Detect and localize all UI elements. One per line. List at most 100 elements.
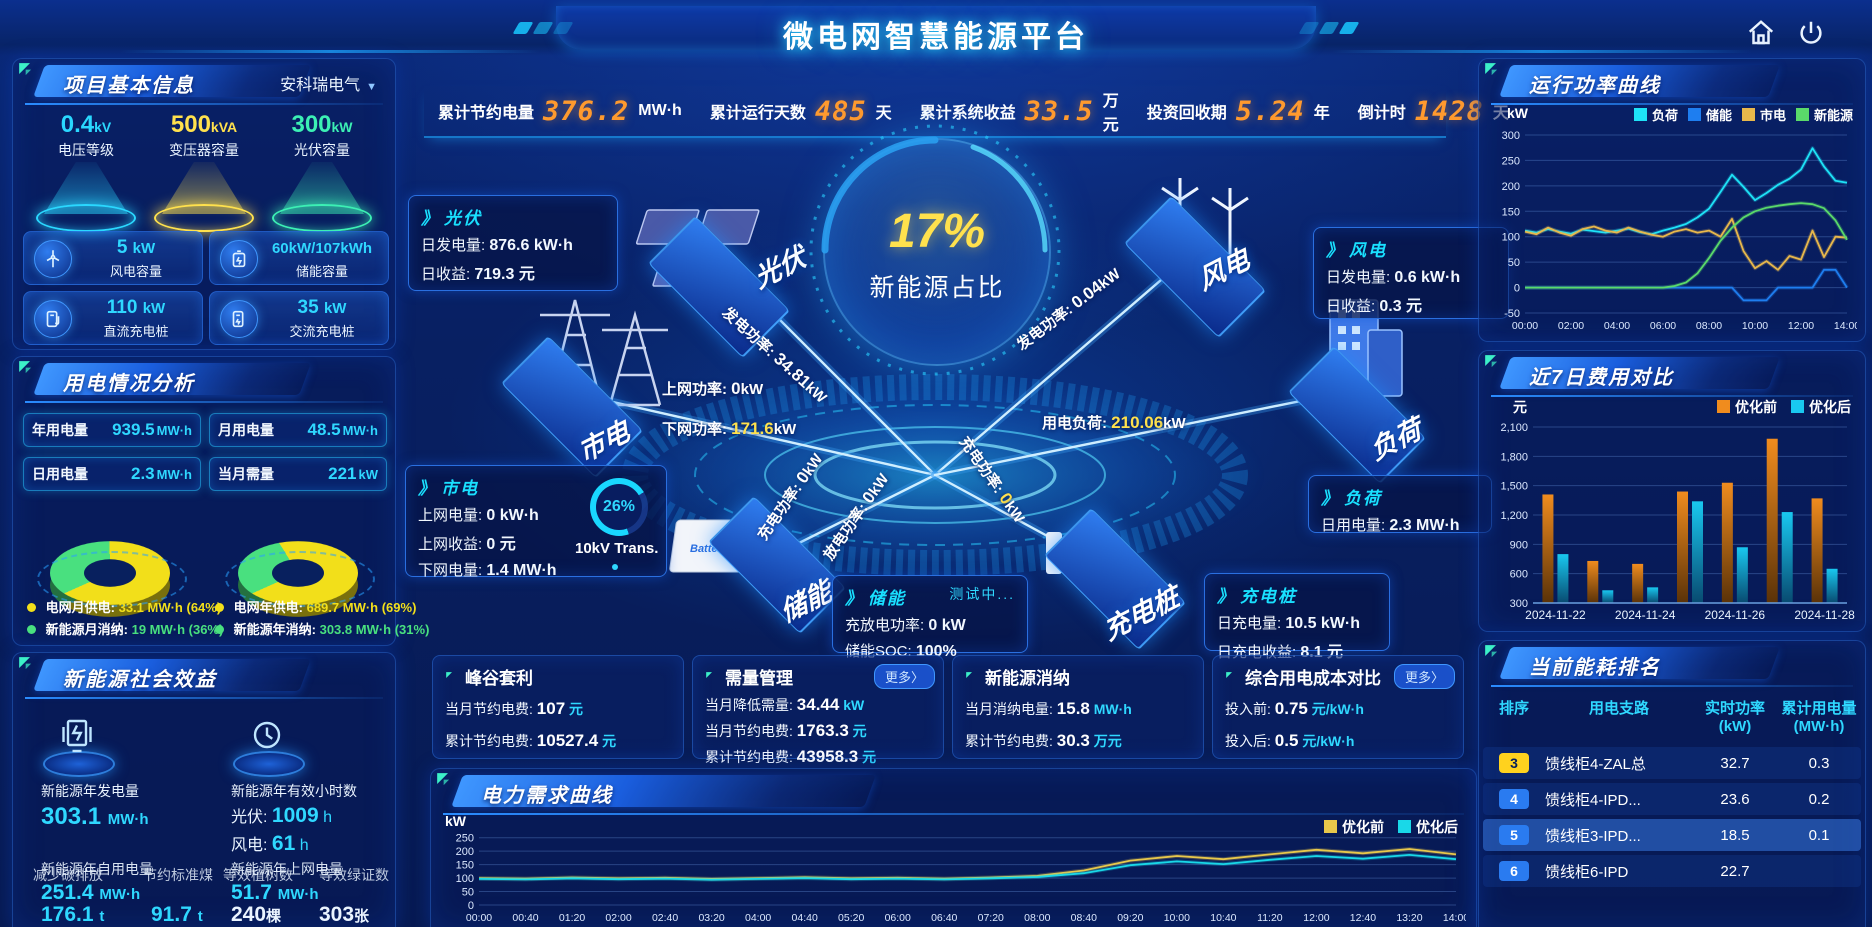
testing-badge: 测试中... <box>949 586 1015 602</box>
card-value: 110 <box>106 297 138 318</box>
donut-glow-ring <box>225 551 375 607</box>
gen-podium <box>39 711 115 777</box>
panel-corner-icon <box>17 359 43 385</box>
light-cone <box>44 162 128 214</box>
dc-charger-icon <box>34 300 72 338</box>
legend-renew-year: 新能源年消纳: 303.8 MW·h (31%) <box>215 619 429 638</box>
flow-label: 上网功率: <box>662 381 727 398</box>
branch-name: 馈线柜6-IPD <box>1545 863 1629 881</box>
company-dropdown[interactable]: 安科瑞电气 ▼ <box>280 71 377 95</box>
pv-info-box: 》光伏 日发电量: 876.6 kW·h 日收益: 719.3 元 <box>408 195 618 291</box>
panel-corner-icon <box>17 655 43 681</box>
header-swoosh <box>120 50 540 53</box>
demand-mgmt-card: 需量管理 更多〉 当月降低需量: 34.44 kW 当月节约电费: 1763.3… <box>692 655 944 766</box>
ranking-row[interactable]: 4 馈线柜4-IPD... 23.6 0.2 <box>1483 783 1861 815</box>
branch-name: 馈线柜4-ZAL总 <box>1545 755 1646 773</box>
svg-text:09:20: 09:20 <box>1117 912 1143 924</box>
demand-legend[interactable]: 优化前 优化后 <box>1324 817 1458 837</box>
card-ac-charger: 35 kW 交流充电桩 <box>209 291 389 345</box>
kpi-unit: MW·h <box>638 102 682 119</box>
box-title: 市电 <box>441 479 479 498</box>
panel-header-underline <box>25 697 383 699</box>
lightning-deco-icon <box>1318 22 1340 34</box>
feed-in-unit: MW·h <box>277 886 319 903</box>
pill-label: 月用电量 <box>218 422 274 438</box>
power-icon[interactable] <box>1796 18 1826 48</box>
flow-unit: kW <box>773 421 797 438</box>
legend-label: 优化后 <box>1809 399 1851 415</box>
ac-charger-icon <box>220 300 258 338</box>
legend-label: 电网月供电: <box>45 600 115 615</box>
legend-dot <box>27 603 36 612</box>
panel-header-underline <box>1491 685 1853 687</box>
ev-info-box: 》充电桩 日充电量: 10.5 kW·h 日充电收益: 8.1 元 <box>1204 573 1390 661</box>
pill-day-usage: 日用电量 2.3 MW·h <box>23 457 201 491</box>
ranking-row[interactable]: 6 馈线柜6-IPD 22.7 <box>1483 855 1861 887</box>
row-unit: MW·h <box>1093 701 1132 717</box>
clock-icon <box>253 721 281 749</box>
card-title: 需量管理 <box>725 669 793 688</box>
legend-grid-month: 电网月供电: 33.1 MW·h (64%) <box>27 597 221 616</box>
box-row-value: 0.6 kW·h <box>1394 269 1461 286</box>
cost-legend[interactable]: 优化前 优化后 <box>1717 397 1851 417</box>
more-button[interactable]: 更多〉 <box>873 664 935 689</box>
flow-unit: kW <box>1163 415 1186 432</box>
card-title: 峰谷套利 <box>465 669 533 688</box>
more-button[interactable]: 更多〉 <box>1393 664 1455 689</box>
svg-text:02:00: 02:00 <box>605 912 631 924</box>
co2-label: 减少碳排放 <box>33 867 103 883</box>
podium-label: 电压等级 <box>58 142 114 158</box>
power-legend[interactable]: 负荷 储能 市电 新能源 <box>1633 105 1853 124</box>
row-unit: kW <box>843 697 865 713</box>
card-label: 风电容量 <box>109 264 162 279</box>
rank-badge: 5 <box>1499 825 1529 845</box>
podium-label: 光伏容量 <box>294 142 350 158</box>
legend-label: 优化前 <box>1342 819 1384 835</box>
kpi-payback: 投资回收期 5.24 年 <box>1133 96 1344 127</box>
row-value: 0.75 <box>1274 699 1308 718</box>
certs-unit: 张 <box>354 908 370 925</box>
co2-unit: t <box>197 908 203 925</box>
panel-title: 新能源社会效益 <box>63 669 217 691</box>
card-unit: kW <box>142 300 166 317</box>
col-rank: 排序 <box>1498 700 1529 717</box>
chevron-right-icon: 》 <box>421 209 440 228</box>
box-row-label: 日发电量: <box>1326 269 1391 286</box>
svg-text:10:40: 10:40 <box>1210 912 1236 924</box>
legend-label: 负荷 <box>1651 108 1678 123</box>
pill-value: 939.5 <box>112 420 155 439</box>
pill-value: 221 <box>328 464 357 483</box>
rank-badge: 3 <box>1499 753 1529 773</box>
svg-text:1,200: 1,200 <box>1500 510 1528 522</box>
legend-grid-year: 电网年供电: 689.7 MW·h (69%) <box>215 597 416 616</box>
home-icon[interactable] <box>1746 18 1776 48</box>
svg-text:08:40: 08:40 <box>1071 912 1097 924</box>
svg-text:00:00: 00:00 <box>1512 320 1538 332</box>
gen-unit: MW·h <box>107 811 149 828</box>
storage-info-box: 》储能 测试中... 充放电功率: 0 kW 储能SOC: 100% <box>832 575 1028 660</box>
page-title: 微电网智慧能源平台 <box>783 21 1089 54</box>
ranking-row[interactable]: 5 馈线柜3-IPD... 18.5 0.1 <box>1483 819 1861 851</box>
chevron-down-icon: ▼ <box>366 81 377 93</box>
panel-header-underline <box>25 401 383 403</box>
legend-label: 新能源年消纳: <box>233 622 316 637</box>
podium-disc <box>233 751 305 777</box>
pill-unit: kW <box>358 466 379 482</box>
box-row-value: 0 元 <box>486 536 516 553</box>
svg-text:10:00: 10:00 <box>1742 320 1768 332</box>
legend-swatch <box>1398 820 1411 833</box>
box-title: 风电 <box>1349 241 1387 260</box>
ranking-row[interactable]: 3 馈线柜4-ZAL总 32.7 0.3 <box>1483 747 1861 779</box>
card-label: 直流充电桩 <box>103 324 169 339</box>
box-row-label: 下网电量: <box>418 562 483 579</box>
svg-text:0: 0 <box>468 900 474 912</box>
box-row-value: 1.4 MW·h <box>486 562 557 579</box>
podium-value: 500 <box>170 111 211 138</box>
carousel-dot[interactable] <box>612 564 618 570</box>
hours-pv-unit: h <box>323 809 332 826</box>
hours-pv-value: 1009 <box>271 804 319 827</box>
box-row-value: 10.5 kW·h <box>1285 615 1361 632</box>
cost-compare-panel: 近7日费用对比 元 优化前 优化后 300 600 900 1,200 1,500 1,8… <box>1478 350 1866 632</box>
power-curve-panel: 运行功率曲线 kW 负荷 储能 市电 新能源 -50 0 50 100 150 200 25… <box>1478 58 1866 342</box>
